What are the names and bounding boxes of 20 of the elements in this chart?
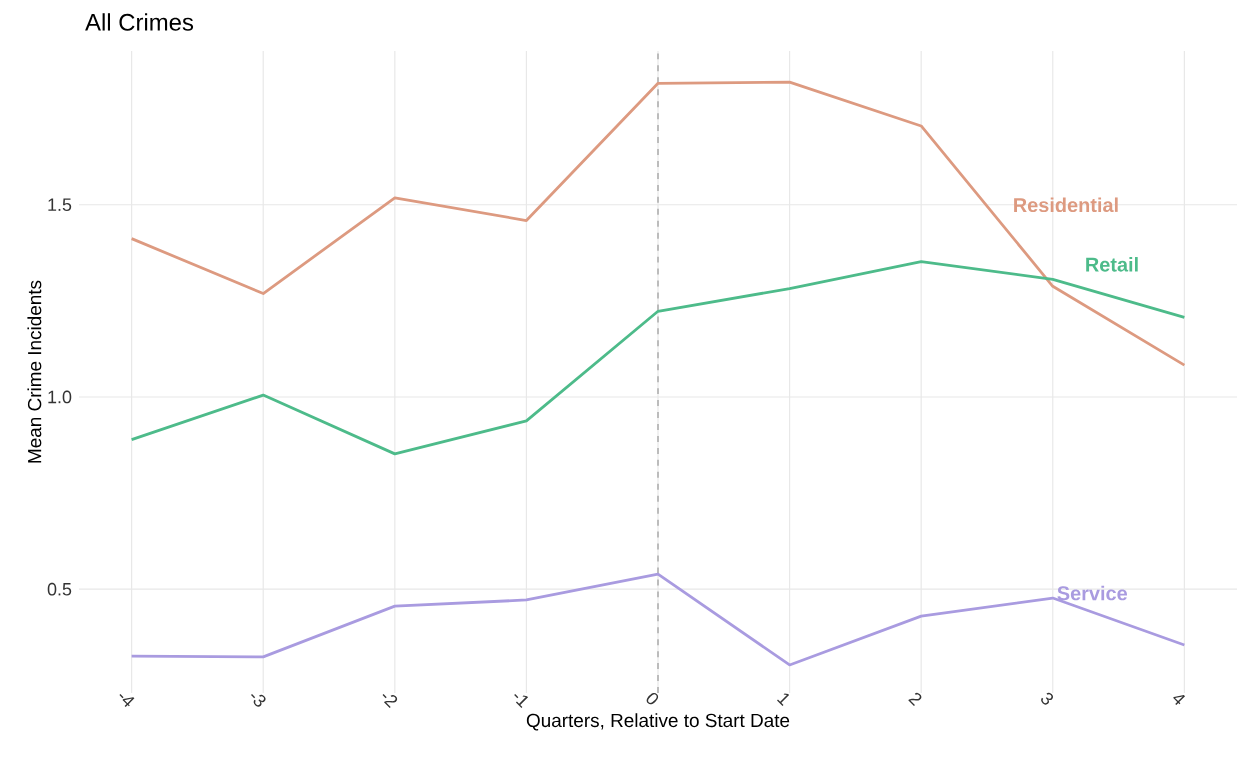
y-tick-label: 1.0 xyxy=(48,390,72,404)
x-tick-label: 1 xyxy=(777,693,790,706)
y-tick-label: 1.5 xyxy=(48,198,72,212)
x-tick-label: -4 xyxy=(119,694,135,708)
y-axis-title: Mean Crime Incidents xyxy=(27,280,42,463)
x-tick-label: -1 xyxy=(514,694,529,709)
series-label: Residential xyxy=(1014,197,1118,213)
x-tick-label: 4 xyxy=(1173,695,1186,705)
y-tick-label: 0.5 xyxy=(47,582,72,596)
x-tick-label: 3 xyxy=(1041,692,1054,705)
x-tick-label: 0 xyxy=(646,692,659,705)
line-series xyxy=(130,80,1186,367)
series-label: Service xyxy=(1057,585,1128,601)
chart-title: All Crimes xyxy=(85,13,194,31)
x-axis-title: Quarters, Relative to Start Date xyxy=(526,713,790,731)
series-label: Retail xyxy=(1086,257,1138,272)
x-tick-label: -2 xyxy=(382,694,398,709)
x-tick-label: -3 xyxy=(251,694,266,707)
line-series xyxy=(130,572,1186,667)
x-tick-label: 2 xyxy=(908,692,922,706)
